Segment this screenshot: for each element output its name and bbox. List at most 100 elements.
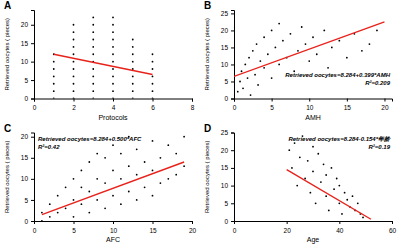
tick-label: 5 [24, 197, 28, 204]
point [112, 68, 114, 70]
y-axis: 05101520 [21, 133, 35, 225]
point [104, 207, 106, 209]
point [175, 153, 177, 155]
point [53, 83, 55, 85]
point [301, 26, 303, 28]
point [73, 178, 75, 180]
point [73, 61, 75, 63]
point [112, 24, 114, 26]
tick: 15 [149, 221, 157, 234]
point [271, 77, 273, 79]
panel: 051015200510152025Retrieved oocytes=8.28… [204, 0, 393, 121]
point [144, 186, 146, 188]
tick-mark [347, 99, 348, 102]
point [250, 94, 252, 96]
point [320, 181, 322, 183]
axis-line [35, 99, 193, 102]
y-axis-title: Retrieved oocytes ( pieces) [4, 18, 10, 91]
x-axis-title: AFC [106, 236, 120, 243]
point [254, 74, 256, 76]
tick-mark [384, 99, 385, 102]
point [152, 90, 154, 92]
point [104, 182, 106, 184]
point [41, 212, 43, 214]
panel: 02040600510152025Retrieved oocytes=8.284… [204, 123, 396, 245]
point [53, 61, 55, 63]
point [152, 98, 154, 99]
point [81, 186, 83, 188]
point [104, 157, 106, 159]
point [92, 68, 94, 70]
point [327, 67, 329, 69]
tick-label: 20 [21, 133, 29, 140]
tick-mark [31, 25, 34, 26]
point [92, 46, 94, 48]
point [352, 195, 354, 197]
point [132, 53, 134, 55]
point [132, 68, 134, 70]
tick: 10 [21, 175, 34, 182]
point [57, 195, 59, 197]
point [96, 178, 98, 180]
tick-mark [231, 30, 234, 31]
point [88, 161, 90, 163]
regression-line [287, 170, 371, 220]
tick-mark [31, 43, 34, 44]
marks [234, 22, 384, 96]
plot-area: 02040600510152025Retrieved oocytes=8.284… [221, 129, 397, 234]
tick: 5 [270, 99, 274, 112]
figure: 0246805101520ARetrieved oocytes ( pieces… [0, 0, 400, 245]
point [132, 98, 134, 99]
tick-label: 10 [21, 175, 29, 182]
y-axis: 05101520 [21, 11, 35, 103]
tick-mark [113, 221, 114, 224]
tick-label: 20 [21, 21, 29, 28]
point [152, 61, 154, 63]
point [73, 90, 75, 92]
axis-line [235, 222, 393, 225]
panel-label: C [4, 123, 11, 134]
point [112, 53, 114, 55]
x-axis: 0204060 [233, 221, 397, 234]
tick-mark [287, 221, 288, 224]
tick-label: 0 [233, 227, 237, 234]
tick: 15 [221, 164, 234, 171]
tick: 10 [221, 182, 234, 189]
tick-mark [31, 158, 34, 159]
tick: 15 [21, 40, 34, 47]
point [92, 90, 94, 92]
tick-mark [231, 64, 234, 65]
point [362, 217, 364, 219]
x-axis-title: AMH [305, 114, 321, 121]
tick-mark [31, 179, 34, 180]
point [247, 77, 249, 79]
panel: 0246805101520ARetrieved oocytes ( pieces… [4, 0, 195, 121]
point [307, 160, 309, 162]
plot-area: 0510152005101520Retrieved oocytes=8.284+… [21, 133, 197, 234]
point [278, 23, 280, 25]
point [369, 43, 371, 45]
point [263, 36, 265, 38]
y-axis-title: Retrieved oocytes ( pieces) [4, 140, 10, 213]
tick-label: 10 [221, 182, 229, 189]
tick-label: 0 [224, 95, 228, 102]
annotation: R²=0.42 [38, 144, 60, 150]
panel-label: B [204, 0, 211, 11]
tick-mark [153, 99, 154, 102]
point [73, 53, 75, 55]
point [152, 140, 154, 142]
tick-mark [231, 150, 234, 151]
point [49, 216, 51, 218]
point [325, 195, 327, 197]
tick-label: 25 [221, 10, 229, 17]
tick-label: 10 [306, 104, 314, 111]
point [328, 209, 330, 211]
point [160, 157, 162, 159]
point [132, 83, 134, 85]
tick: 10 [221, 61, 234, 68]
tick: 20 [21, 133, 34, 140]
tick-mark [231, 99, 234, 100]
point [315, 202, 317, 204]
point [132, 90, 134, 92]
point [120, 178, 122, 180]
